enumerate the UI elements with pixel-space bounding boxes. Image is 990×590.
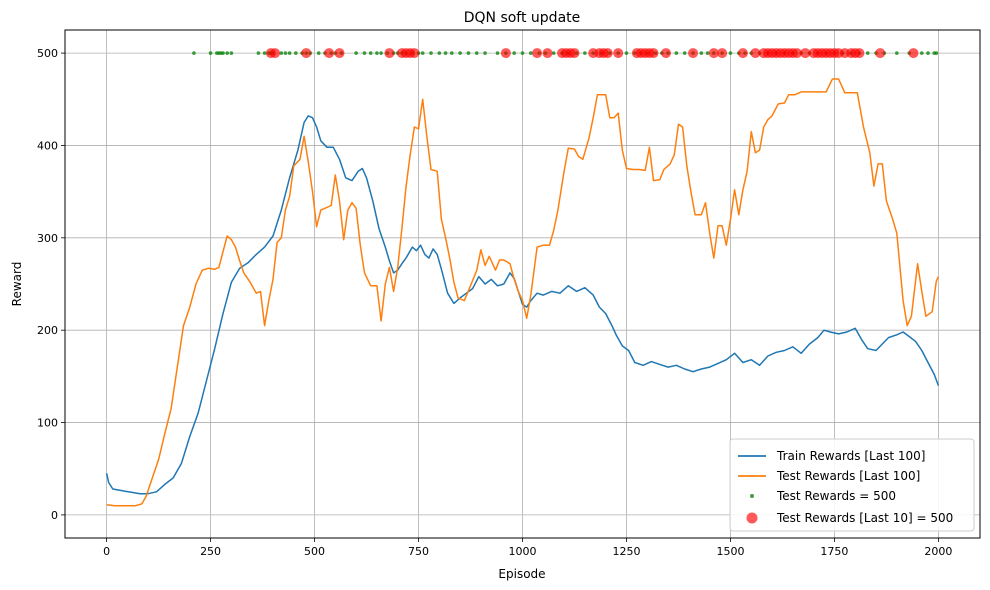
test-rewards-line <box>106 78 940 507</box>
test-reward-500-point <box>865 51 870 55</box>
test-last10-500-point <box>737 48 748 59</box>
test-reward-500-point <box>229 51 234 55</box>
test-reward-500-point <box>466 51 471 55</box>
test-last10-500-point <box>717 48 728 59</box>
x-tick-label: 1000 <box>509 545 537 558</box>
test-reward-500-point <box>368 51 373 55</box>
test-reward-500-point <box>495 51 500 55</box>
test-reward-500-point <box>375 51 379 55</box>
y-axis-ticks: 0 100 200 300 400 500 <box>37 47 65 522</box>
test-reward-500-point <box>420 51 425 55</box>
test-last10-500-point <box>324 48 335 59</box>
test-last10-500-point <box>875 48 886 59</box>
test-last10-500-point <box>542 48 553 59</box>
legend-label: Test Rewards [Last 100] <box>776 469 920 483</box>
test-last10-500-point <box>800 48 811 59</box>
test-reward-500-point <box>483 51 487 55</box>
y-tick-label: 500 <box>37 47 58 60</box>
test-last10-500-point <box>301 48 312 59</box>
test-reward-500-point <box>316 51 321 55</box>
legend-label: Test Rewards = 500 <box>776 489 896 503</box>
legend: Train Rewards [Last 100] Test Rewards [La… <box>729 438 975 532</box>
test-reward-500-point <box>379 51 383 55</box>
train-rewards-line <box>105 115 940 495</box>
test-last10-500-point <box>334 48 345 59</box>
test-last10-500-point <box>602 48 613 59</box>
test-reward-500-point <box>458 51 462 55</box>
test-last10-500-point <box>688 48 699 59</box>
test-last10-500-point <box>908 48 919 59</box>
test-reward-500-point <box>283 51 288 55</box>
test-reward-500-point <box>583 51 587 55</box>
x-tick-label: 1750 <box>820 545 848 558</box>
legend-swatch-dot <box>746 512 758 524</box>
test-reward-500-point <box>262 51 267 55</box>
x-tick-label: 250 <box>200 545 221 558</box>
test-reward-500-point <box>429 51 433 55</box>
test-reward-500-point <box>919 51 924 55</box>
test-last10-500-point <box>660 48 671 59</box>
test-reward-500-point <box>895 51 899 55</box>
test-reward-500-point <box>225 51 230 55</box>
legend-swatch-dot <box>750 494 754 498</box>
test-reward-500-point <box>208 51 213 55</box>
x-tick-label: 1250 <box>612 545 640 558</box>
test-reward-500-point <box>221 51 225 55</box>
test-reward-500-point <box>512 51 516 55</box>
legend-box <box>729 438 975 532</box>
y-tick-label: 400 <box>37 139 58 152</box>
test-reward-500-point <box>437 51 442 55</box>
test-last10-500-point <box>384 48 395 59</box>
test-last10-500-point <box>792 48 802 59</box>
test-reward-500-point <box>551 51 556 55</box>
legend-label: Test Rewards [Last 10] = 500 <box>776 511 953 525</box>
test-last10-500-point <box>613 48 624 59</box>
x-axis-ticks: 0 250 500 750 1000 1250 1500 1750 2000 <box>103 538 952 558</box>
plot-area <box>105 48 940 507</box>
test-reward-500-point <box>256 51 261 55</box>
x-axis-label: Episode <box>498 567 545 581</box>
test-reward-500-point <box>926 51 930 55</box>
test-reward-500-point <box>529 51 533 55</box>
y-tick-label: 0 <box>51 509 58 522</box>
test-last10-500-point <box>409 48 420 59</box>
x-tick-label: 1500 <box>716 545 744 558</box>
test-reward-500-point <box>192 51 196 55</box>
test-last10-500-point <box>648 48 659 59</box>
test-reward-500-point <box>728 51 733 55</box>
test-reward-500-point <box>279 51 284 55</box>
x-tick-label: 0 <box>103 545 110 558</box>
test-last10-500-point <box>270 48 281 59</box>
test-reward-500-point <box>705 51 710 55</box>
x-tick-label: 750 <box>408 545 429 558</box>
chart-title: DQN soft update <box>464 10 581 26</box>
test-reward-500-point <box>674 51 679 55</box>
test-reward-500-point <box>624 51 629 55</box>
test-reward-500-point <box>520 51 525 55</box>
y-tick-label: 200 <box>37 324 58 337</box>
test-reward-500-point <box>474 51 479 55</box>
test-reward-500-point <box>449 51 454 55</box>
test-last10-500-point <box>500 48 511 59</box>
test-reward-500-point <box>362 51 367 55</box>
y-axis-label: Reward <box>10 262 24 307</box>
x-tick-label: 500 <box>304 545 325 558</box>
y-tick-label: 100 <box>37 417 58 430</box>
test-reward-500-point <box>294 51 298 55</box>
test-last10-500-point <box>750 48 761 59</box>
legend-label: Train Rewards [Last 100] <box>776 449 925 463</box>
test-reward-500-point <box>443 51 448 55</box>
test-reward-500-point <box>934 51 939 55</box>
test-last10-500-point <box>854 48 865 59</box>
test-reward-500-point <box>354 51 358 55</box>
test-last10-500-point <box>569 48 580 59</box>
test-last10-500-point <box>708 48 719 59</box>
x-tick-label: 2000 <box>924 545 952 558</box>
test-last10-500-point <box>532 48 543 59</box>
y-tick-label: 300 <box>37 232 58 245</box>
test-reward-500-point <box>699 51 704 55</box>
test-reward-500-point <box>287 51 292 55</box>
test-reward-500-point <box>682 51 687 55</box>
